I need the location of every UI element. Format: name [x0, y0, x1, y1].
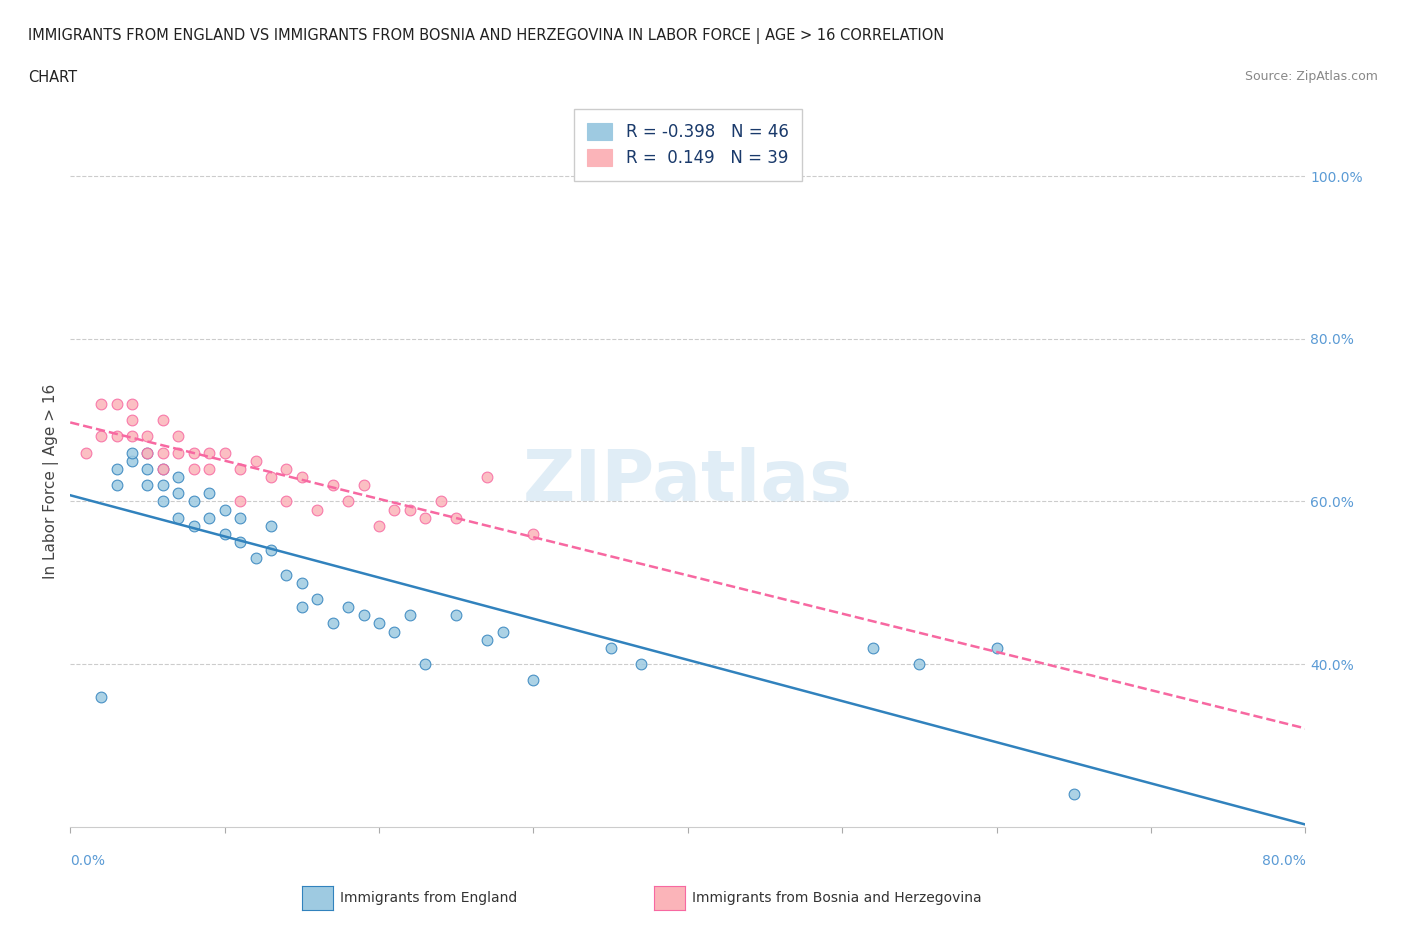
- Point: [152, 445, 174, 460]
- Point: [862, 641, 884, 656]
- Point: [183, 445, 205, 460]
- Point: [198, 485, 221, 500]
- Point: [245, 453, 267, 468]
- Point: [384, 624, 406, 639]
- Point: [183, 518, 205, 533]
- Point: [198, 511, 221, 525]
- Point: [415, 657, 437, 671]
- Point: [260, 518, 283, 533]
- Point: [214, 526, 236, 541]
- Point: [167, 470, 190, 485]
- Point: [276, 567, 298, 582]
- Point: [337, 494, 360, 509]
- Point: [152, 413, 174, 428]
- Point: [121, 429, 143, 444]
- Point: [322, 616, 344, 631]
- Point: [136, 478, 159, 493]
- Point: [291, 600, 314, 615]
- Point: [136, 445, 159, 460]
- Point: [429, 494, 451, 509]
- Point: [322, 478, 344, 493]
- Point: [183, 494, 205, 509]
- Point: [307, 502, 329, 517]
- Text: 0.0%: 0.0%: [70, 854, 105, 868]
- Point: [136, 445, 159, 460]
- Point: [214, 502, 236, 517]
- Point: [229, 494, 252, 509]
- Point: [198, 461, 221, 476]
- Point: [152, 461, 174, 476]
- Y-axis label: In Labor Force | Age > 16: In Labor Force | Age > 16: [44, 383, 59, 578]
- Point: [121, 453, 143, 468]
- Point: [152, 461, 174, 476]
- Point: [353, 478, 375, 493]
- Point: [260, 470, 283, 485]
- Point: [136, 461, 159, 476]
- Point: [399, 502, 422, 517]
- Point: [229, 461, 252, 476]
- Point: [90, 689, 112, 704]
- Point: [444, 608, 467, 623]
- Point: [152, 478, 174, 493]
- Point: [491, 624, 513, 639]
- Point: [198, 445, 221, 460]
- Legend: R = -0.398   N = 46, R =  0.149   N = 39: R = -0.398 N = 46, R = 0.149 N = 39: [574, 109, 801, 180]
- Point: [475, 470, 498, 485]
- Text: ZIPatlas: ZIPatlas: [523, 446, 853, 515]
- Point: [630, 657, 652, 671]
- Point: [908, 657, 931, 671]
- Point: [444, 511, 467, 525]
- Point: [399, 608, 422, 623]
- Text: CHART: CHART: [28, 70, 77, 85]
- Point: [415, 511, 437, 525]
- Point: [307, 591, 329, 606]
- Point: [167, 429, 190, 444]
- Point: [167, 511, 190, 525]
- Point: [121, 445, 143, 460]
- Point: [522, 526, 544, 541]
- Text: Immigrants from England: Immigrants from England: [340, 891, 517, 905]
- Point: [105, 429, 128, 444]
- Point: [276, 494, 298, 509]
- Text: Immigrants from Bosnia and Herzegovina: Immigrants from Bosnia and Herzegovina: [692, 891, 981, 905]
- Point: [368, 518, 391, 533]
- Point: [276, 461, 298, 476]
- Point: [475, 632, 498, 647]
- Point: [105, 478, 128, 493]
- Point: [105, 461, 128, 476]
- Text: Source: ZipAtlas.com: Source: ZipAtlas.com: [1244, 70, 1378, 83]
- Text: 80.0%: 80.0%: [1261, 854, 1305, 868]
- Point: [121, 413, 143, 428]
- Point: [384, 502, 406, 517]
- Point: [291, 470, 314, 485]
- Point: [260, 543, 283, 558]
- Point: [121, 396, 143, 411]
- Point: [167, 485, 190, 500]
- Point: [136, 429, 159, 444]
- Point: [229, 511, 252, 525]
- Point: [1063, 787, 1085, 802]
- Point: [522, 673, 544, 688]
- Point: [105, 396, 128, 411]
- Point: [353, 608, 375, 623]
- Point: [90, 396, 112, 411]
- Point: [152, 494, 174, 509]
- Point: [214, 445, 236, 460]
- Point: [245, 551, 267, 565]
- Point: [90, 429, 112, 444]
- Point: [986, 641, 1008, 656]
- Point: [599, 641, 621, 656]
- Point: [167, 445, 190, 460]
- Point: [75, 445, 97, 460]
- Point: [183, 461, 205, 476]
- Text: IMMIGRANTS FROM ENGLAND VS IMMIGRANTS FROM BOSNIA AND HERZEGOVINA IN LABOR FORCE: IMMIGRANTS FROM ENGLAND VS IMMIGRANTS FR…: [28, 28, 945, 44]
- Point: [229, 535, 252, 550]
- Point: [368, 616, 391, 631]
- Point: [291, 576, 314, 591]
- Point: [337, 600, 360, 615]
